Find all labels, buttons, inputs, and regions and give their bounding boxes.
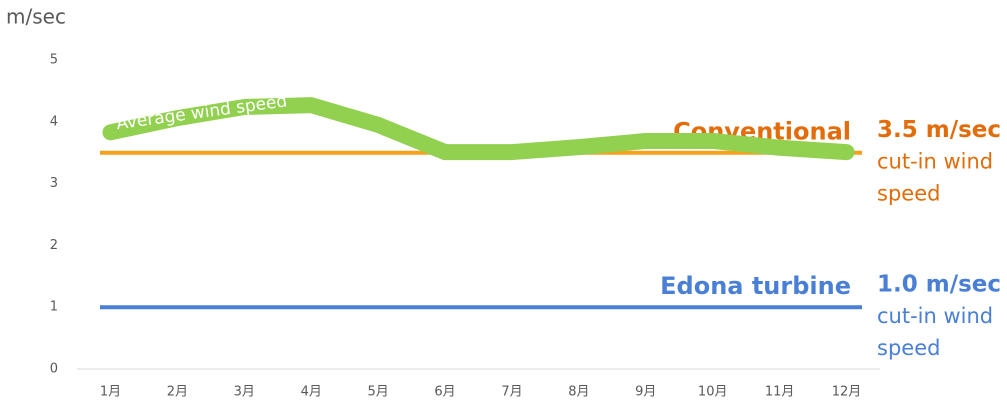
x-tick-label: 2月 <box>167 385 188 400</box>
reference-note: speed <box>877 182 940 206</box>
x-tick-label: 6月 <box>434 385 455 400</box>
reference-note: 1.0 m/sec <box>877 272 1001 298</box>
x-tick-label: 9月 <box>635 385 656 400</box>
y-tick-label: 3 <box>50 176 58 191</box>
reference-label: Edona turbine <box>660 272 851 300</box>
x-tick-label: 8月 <box>568 385 589 400</box>
x-tick-label: 12月 <box>832 385 862 400</box>
y-tick-label: 0 <box>50 362 58 377</box>
y-tick-label: 5 <box>50 53 58 68</box>
reference-note: cut-in wind <box>877 304 993 328</box>
y-tick-label: 1 <box>50 300 58 315</box>
series-label: Average wind speed <box>115 91 288 134</box>
y-tick-label: 2 <box>50 238 58 253</box>
series-line <box>102 97 855 161</box>
x-tick-label: 1月 <box>100 385 121 400</box>
reference-note: speed <box>877 336 940 360</box>
x-tick-label: 3月 <box>234 385 255 400</box>
x-tick-label: 5月 <box>367 385 388 400</box>
x-tick-label: 7月 <box>501 385 522 400</box>
x-tick-label: 4月 <box>301 385 322 400</box>
x-tick-label: 11月 <box>765 385 795 400</box>
y-tick-label: 4 <box>50 114 58 129</box>
reference-note: cut-in wind <box>877 150 993 174</box>
y-axis-label: m/sec <box>6 5 66 29</box>
reference-note: 3.5 m/sec <box>877 117 1001 143</box>
x-tick-label: 10月 <box>698 385 728 400</box>
